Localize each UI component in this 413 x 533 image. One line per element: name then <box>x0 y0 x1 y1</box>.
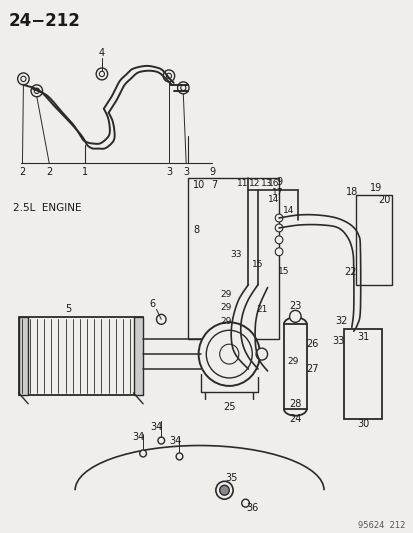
Text: 36: 36 <box>246 503 258 513</box>
Text: 3: 3 <box>183 167 189 177</box>
Circle shape <box>275 236 282 244</box>
Text: 10: 10 <box>192 180 204 190</box>
Bar <box>283 324 306 409</box>
Circle shape <box>180 85 185 91</box>
Circle shape <box>275 224 282 232</box>
Text: 1: 1 <box>81 167 88 177</box>
Text: 24−212: 24−212 <box>9 12 81 30</box>
Circle shape <box>219 485 229 495</box>
Text: 12: 12 <box>248 179 259 188</box>
Text: 33: 33 <box>332 336 344 346</box>
Circle shape <box>206 330 252 378</box>
Text: 34: 34 <box>132 432 144 441</box>
Text: 30: 30 <box>356 418 368 429</box>
Text: 5: 5 <box>65 304 71 314</box>
Text: 2: 2 <box>46 167 52 177</box>
Text: 95624  212: 95624 212 <box>357 521 404 530</box>
Text: 7: 7 <box>210 180 216 190</box>
Text: 20: 20 <box>377 195 389 205</box>
Circle shape <box>219 344 238 364</box>
Circle shape <box>166 73 171 78</box>
Text: 2: 2 <box>19 167 26 177</box>
Circle shape <box>275 248 282 256</box>
Text: 8: 8 <box>192 225 199 235</box>
Text: 4: 4 <box>99 48 105 58</box>
Text: 28: 28 <box>288 399 301 409</box>
Text: 3: 3 <box>166 167 171 177</box>
Circle shape <box>256 348 267 360</box>
Text: 29: 29 <box>287 357 298 366</box>
Text: 26: 26 <box>306 339 318 349</box>
Text: 33: 33 <box>230 251 241 259</box>
Circle shape <box>275 214 282 222</box>
Circle shape <box>31 85 43 97</box>
Circle shape <box>177 82 189 94</box>
Text: 19: 19 <box>369 183 381 193</box>
Text: 31: 31 <box>356 332 368 342</box>
Text: 29: 29 <box>220 290 232 299</box>
Text: 21: 21 <box>256 305 267 314</box>
Circle shape <box>96 68 107 80</box>
Text: 29: 29 <box>220 303 232 312</box>
Text: 18: 18 <box>345 187 357 197</box>
Text: 9: 9 <box>275 177 281 187</box>
Text: 32: 32 <box>334 316 347 326</box>
Bar <box>19 317 28 395</box>
Circle shape <box>34 88 39 93</box>
Bar <box>355 195 391 285</box>
Circle shape <box>99 71 104 77</box>
Text: 24: 24 <box>288 414 301 424</box>
Text: 11: 11 <box>236 179 248 188</box>
Text: 15: 15 <box>252 260 263 269</box>
Circle shape <box>198 322 259 386</box>
Circle shape <box>157 437 164 444</box>
Circle shape <box>156 314 166 324</box>
Text: 14: 14 <box>282 206 294 215</box>
Text: 14: 14 <box>267 195 278 204</box>
Circle shape <box>215 481 233 499</box>
Bar <box>133 317 143 395</box>
Bar <box>19 317 143 395</box>
Text: 22: 22 <box>344 266 356 277</box>
Circle shape <box>18 73 29 85</box>
Text: 25: 25 <box>223 402 235 412</box>
Text: 29: 29 <box>220 317 232 326</box>
Text: 27: 27 <box>306 364 318 374</box>
Text: 6: 6 <box>149 300 155 310</box>
Bar <box>188 178 278 339</box>
Text: 9: 9 <box>209 167 215 177</box>
Text: 23: 23 <box>288 302 301 311</box>
Text: 34: 34 <box>169 435 181 446</box>
Circle shape <box>163 70 174 82</box>
Circle shape <box>176 453 183 460</box>
Text: 34: 34 <box>150 422 162 432</box>
Text: 15: 15 <box>278 267 289 276</box>
Circle shape <box>241 499 249 507</box>
Circle shape <box>21 76 26 82</box>
Text: 17: 17 <box>272 188 283 197</box>
Text: 13: 13 <box>260 179 272 188</box>
Bar <box>343 329 382 419</box>
Text: 35: 35 <box>224 473 237 483</box>
Circle shape <box>140 450 146 457</box>
Text: 16: 16 <box>267 179 278 188</box>
Text: 2.5L  ENGINE: 2.5L ENGINE <box>13 203 81 213</box>
Circle shape <box>289 310 300 322</box>
